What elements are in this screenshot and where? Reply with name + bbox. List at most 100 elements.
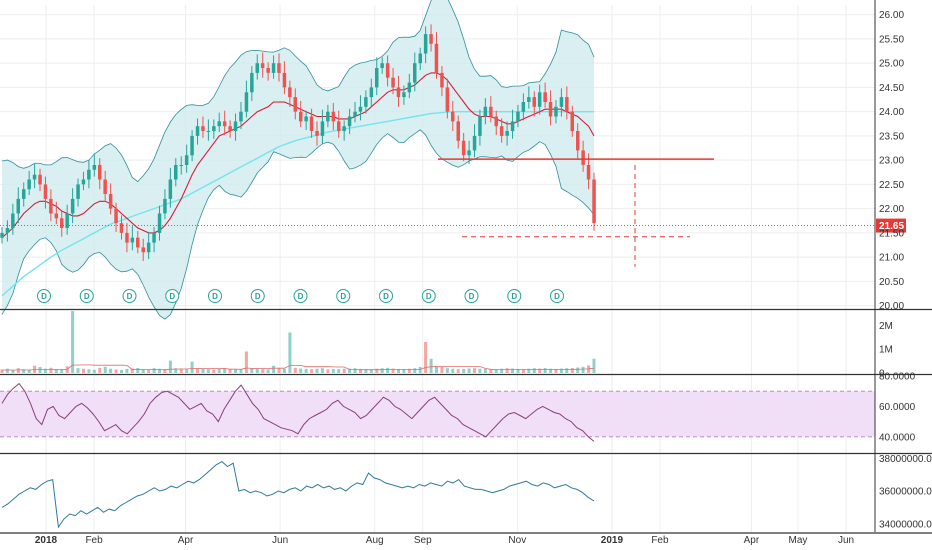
volume-bar[interactable] [5,368,9,373]
candle[interactable] [195,126,200,136]
candle[interactable] [385,63,390,78]
candle[interactable] [92,165,97,170]
candle[interactable] [146,242,151,253]
volume-bar[interactable] [282,368,286,373]
volume-bar[interactable] [71,311,75,373]
candle[interactable] [309,116,314,132]
volume-bar[interactable] [98,367,102,373]
volume-bar[interactable] [76,368,80,373]
candle[interactable] [375,68,379,88]
volume-bar[interactable] [369,369,373,373]
volume-bar[interactable] [310,369,314,373]
volume-bar[interactable] [331,368,335,373]
volume-bar[interactable] [527,368,531,373]
candle[interactable] [489,106,493,117]
candle[interactable] [451,111,455,122]
candle[interactable] [114,208,118,224]
volume-bar[interactable] [489,369,493,373]
candle[interactable] [499,126,504,136]
candle[interactable] [27,179,31,190]
candle[interactable] [548,102,553,117]
volume-bar[interactable] [277,368,281,373]
candle[interactable] [554,106,558,117]
volume-bar[interactable] [174,368,178,373]
volume-bar[interactable] [402,369,406,373]
volume-bar[interactable] [581,366,585,373]
volume-bar[interactable] [359,368,362,373]
candle[interactable] [364,97,368,107]
volume-bar[interactable] [559,368,563,374]
volume-bar[interactable] [103,366,107,373]
candle[interactable] [423,34,428,54]
volume-bar[interactable] [500,368,504,373]
volume-bar[interactable] [27,369,31,373]
candle[interactable] [32,174,37,180]
candle[interactable] [445,87,450,112]
candle[interactable] [494,116,499,127]
candle[interactable] [407,82,412,93]
volume-bar[interactable] [158,368,161,373]
volume-bar[interactable] [49,367,53,373]
candle[interactable] [11,213,15,229]
volume-bar[interactable] [505,368,509,373]
candle[interactable] [586,165,591,180]
volume-panel[interactable] [0,311,596,374]
volume-bar[interactable] [261,369,265,373]
volume-bar[interactable] [304,368,308,373]
candle[interactable] [244,92,249,112]
candle[interactable] [472,135,477,151]
volume-bar[interactable] [120,369,123,373]
candle[interactable] [0,232,4,238]
dividend-marker[interactable]: D [122,289,137,303]
dividend-marker[interactable]: D [293,289,308,303]
volume-bar[interactable] [483,368,487,373]
volume-bar[interactable] [196,368,199,373]
candle[interactable] [16,198,21,214]
candle[interactable] [565,97,569,112]
candle[interactable] [136,237,140,248]
volume-bar[interactable] [391,368,395,374]
volume-bar[interactable] [467,368,471,374]
dividend-marker[interactable]: D [379,289,393,303]
volume-bar[interactable] [494,369,498,373]
volume-bar[interactable] [60,369,64,373]
candle[interactable] [478,116,482,136]
candle[interactable] [418,53,423,64]
dividend-marker[interactable]: D [336,289,351,303]
volume-bar[interactable] [429,358,433,373]
candle[interactable] [521,102,526,112]
candle[interactable] [581,150,585,165]
candle[interactable] [87,169,91,180]
volume-bar[interactable] [136,368,140,373]
rsi-line[interactable] [1,382,595,442]
candle[interactable] [43,184,48,199]
volume-bar[interactable] [375,368,379,373]
candle[interactable] [233,121,238,132]
volume-bar[interactable] [521,369,525,373]
volume-bar[interactable] [239,369,243,373]
volume-bar[interactable] [190,361,194,373]
candle[interactable] [315,131,319,136]
volume-bar[interactable] [473,368,476,373]
volume-bar[interactable] [554,368,558,373]
candle[interactable] [130,237,135,243]
dividend-marker[interactable]: D [507,289,522,303]
dividend-marker[interactable]: D [421,289,436,303]
candle[interactable] [103,179,107,195]
candle[interactable] [260,63,265,68]
volume-bar[interactable] [397,368,400,373]
obv-line[interactable] [1,460,595,529]
candle[interactable] [396,87,401,98]
volume-bar[interactable] [293,367,297,373]
candle[interactable] [217,121,222,127]
volume-bar[interactable] [217,368,221,373]
candle[interactable] [239,111,243,122]
volume-bar[interactable] [147,369,151,373]
candle[interactable] [271,63,276,73]
volume-bar[interactable] [532,368,536,373]
volume-bar[interactable] [54,369,58,373]
volume-bar[interactable] [43,368,47,373]
volume-bar[interactable] [380,368,384,373]
volume-bar[interactable] [386,367,390,373]
